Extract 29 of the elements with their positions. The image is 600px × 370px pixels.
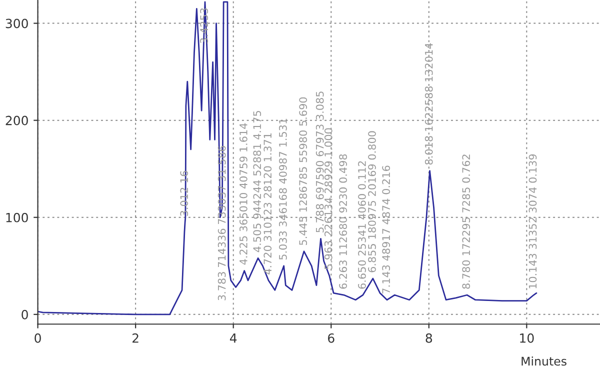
annotation: 3.012 16 xyxy=(180,170,188,216)
annotation: 5.788 697590 67973 3.085 xyxy=(316,92,324,232)
y-tick-label: 100 xyxy=(6,212,28,222)
x-tick-label: 8 xyxy=(426,333,432,343)
x-tick-label: 4 xyxy=(230,334,237,343)
annotation: 7.143 48917 4874 0.216 xyxy=(382,166,390,294)
x-tick-label: 2 xyxy=(132,333,138,343)
y-tick-label: 300 xyxy=(6,18,28,28)
annotation: 8.780 172295 7285 0.762 xyxy=(462,154,470,289)
annotation: 6.650 25341 4060 0.112 xyxy=(358,161,366,289)
x-tick-label: 0 xyxy=(34,333,41,343)
annotation: 5.963 226134 28929 1.000 xyxy=(324,128,332,270)
annotation: 4.505 944244 52881 4.175 xyxy=(253,111,262,252)
annotation: 8.018 1622588 132014 xyxy=(424,43,433,165)
annotation: 4.720 310123 28120 1.371 xyxy=(264,133,272,274)
x-axis-title: Minutes xyxy=(522,356,566,366)
line-series xyxy=(38,1,538,316)
annotation: 3.783 714336 733037 31.586 xyxy=(218,146,226,300)
x-tick-label: 10 xyxy=(520,333,534,343)
x-tick-label: 6 xyxy=(328,333,334,343)
annotation: 5.033 346168 40987 1.531 xyxy=(278,118,287,260)
annotation: 3.4253 xyxy=(200,8,208,44)
y-tick-label: 200 xyxy=(6,116,28,126)
annotation: 6.855 180975 20169 0.800 xyxy=(368,131,376,272)
annotation: 10.143 31352 3074 0.139 xyxy=(528,154,537,288)
annotation: 5.445 1286785 55980 5.690 xyxy=(299,97,308,245)
annotation: 6.263 112680 9230 0.498 xyxy=(339,154,347,289)
annotation: 4.225 365010 40759 1.614 xyxy=(239,123,248,265)
y-tick-label: 0 xyxy=(22,310,28,320)
